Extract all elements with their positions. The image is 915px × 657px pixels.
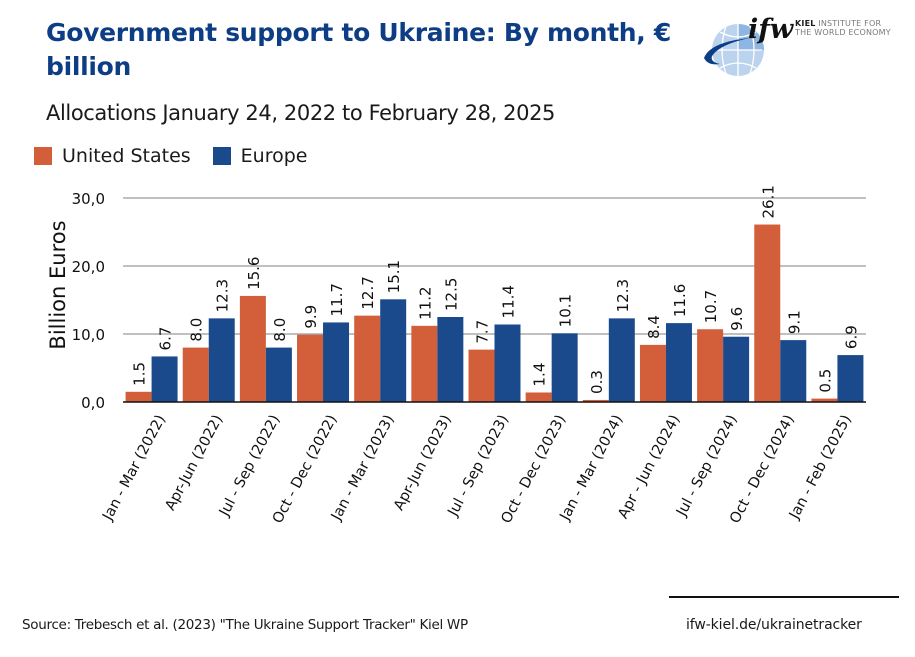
bar-value-label: 11.2 (416, 286, 434, 319)
bar-europe (723, 336, 750, 402)
x-tick-label: Jan - Feb (2025) (786, 412, 855, 522)
bar-united-states (297, 334, 324, 402)
x-tick-label: Apr-Jun (2022) (163, 412, 227, 513)
logo-institute: INSTITUTE FOR (815, 19, 882, 28)
bar-value-label: 26.1 (759, 185, 777, 218)
bar-value-label: 12.7 (359, 276, 377, 309)
bar-europe (380, 299, 407, 402)
bar-value-label: 11.7 (328, 283, 346, 316)
logo-kiel: KIEL (795, 19, 816, 28)
bar-united-states (582, 399, 609, 402)
bar-united-states (811, 398, 838, 402)
bar-europe (608, 318, 635, 402)
bar-value-label: 8.4 (645, 315, 663, 339)
x-tick-label: Jul - Sep (2024) (673, 412, 740, 519)
bar-united-states (639, 344, 666, 402)
tracker-url[interactable]: ifw-kiel.de/ukrainetracker (686, 617, 862, 633)
bar-value-label: 7.7 (474, 320, 492, 344)
x-tick-label: Apr - Jun (2024) (615, 412, 683, 521)
bar-europe (494, 324, 521, 402)
bar-europe (151, 356, 178, 402)
bar-value-label: 9.6 (728, 307, 746, 331)
legend-label-united-states: United States (62, 145, 191, 167)
bar-value-label: 8.0 (271, 318, 289, 342)
bar-value-label: 12.3 (214, 279, 232, 312)
bar-united-states (239, 295, 266, 402)
bar-united-states (354, 315, 381, 402)
legend-item-europe: Europe (212, 145, 308, 167)
bar-united-states (182, 347, 209, 402)
ifw-globe-logo-icon: ifw (704, 14, 795, 76)
legend-swatch-united-states (34, 147, 52, 165)
footer-rule (669, 596, 899, 598)
chart-subtitle: Allocations January 24, 2022 to February… (46, 101, 556, 125)
bar-value-label: 12.3 (614, 279, 632, 312)
bar-europe (780, 340, 807, 402)
x-tick-label: Jul - Sep (2022) (216, 412, 283, 519)
x-tick-label: Jul - Sep (2023) (445, 412, 512, 519)
bar-europe (208, 318, 235, 402)
x-tick-label: Jan - Mar (2022) (100, 412, 170, 524)
source-note: Source: Trebesch et al. (2023) "The Ukra… (22, 617, 468, 633)
bar-europe (265, 347, 292, 402)
bar-value-labels: 1.5 6.7 8.0 12.3 15.6 8.0 9.9 11.7 12.7 15.1 11.2 1… (131, 185, 861, 394)
bar-europe (551, 333, 578, 402)
logo-world-economy: THE WORLD ECONOMY (795, 28, 891, 37)
x-tick-label: Apr-Jun (2023) (391, 412, 455, 513)
bar-value-label: 9.9 (302, 305, 320, 329)
x-tick-label: Oct - Dec (2023) (499, 412, 570, 526)
bar-value-label: 6.9 (842, 325, 860, 349)
bar-value-label: 9.1 (785, 310, 803, 334)
bar-value-label: 12.5 (442, 278, 460, 311)
y-tick-label: 0,0 (81, 394, 105, 412)
bar-united-states (468, 349, 495, 402)
x-tick-label: Jan - Mar (2024) (557, 412, 627, 524)
bar-united-states (754, 224, 781, 402)
bar-value-label: 15.6 (245, 257, 263, 290)
bars (125, 224, 864, 402)
bar-united-states (525, 392, 552, 402)
bar-value-label: 11.4 (500, 285, 518, 318)
bar-europe (437, 317, 464, 402)
logo-mark: ifw (748, 14, 795, 45)
bar-europe (837, 355, 864, 402)
bar-europe (665, 323, 692, 402)
x-tick-label: Jan - Mar (2023) (328, 412, 398, 524)
bar-value-label: 10.1 (557, 294, 575, 327)
legend-item-united-states: United States (34, 145, 191, 167)
bar-value-label: 15.1 (385, 260, 403, 293)
legend-swatch-europe (212, 147, 231, 165)
chart-legend: United States Europe (34, 145, 330, 167)
bar-value-label: 0.5 (816, 369, 834, 393)
bar-united-states (411, 325, 438, 402)
bar-value-label: 0.3 (588, 370, 606, 394)
y-tick-label: 10,0 (72, 326, 105, 344)
bar-united-states (697, 329, 724, 402)
bar-value-label: 1.5 (131, 362, 149, 386)
x-tick-label: Oct - Dec (2022) (270, 412, 341, 526)
bar-united-states (125, 391, 152, 402)
logo-text: KIEL INSTITUTE FOR THE WORLD ECONOMY (795, 19, 891, 37)
bar-value-label: 11.6 (671, 284, 689, 317)
bar-value-label: 1.4 (531, 363, 549, 387)
chart-title: Government support to Ukraine: By month,… (46, 18, 671, 81)
legend-label-europe: Europe (240, 145, 308, 167)
bar-value-label: 6.7 (157, 327, 175, 351)
bar-value-label: 10.7 (702, 290, 720, 323)
bar-europe (323, 322, 350, 402)
y-axis-label: Billion Euros (46, 220, 70, 349)
y-tick-label: 30,0 (72, 190, 105, 208)
x-tick-label: Oct - Dec (2024) (727, 412, 798, 526)
y-tick-labels: 0,0 10,0 20,0 30,0 (72, 190, 105, 412)
bar-value-label: 8.0 (188, 318, 206, 342)
y-tick-label: 20,0 (72, 258, 105, 276)
x-tick-labels: Jan - Mar (2022)Apr-Jun (2022)Jul - Sep … (100, 412, 855, 526)
swoosh-icon (704, 38, 750, 65)
